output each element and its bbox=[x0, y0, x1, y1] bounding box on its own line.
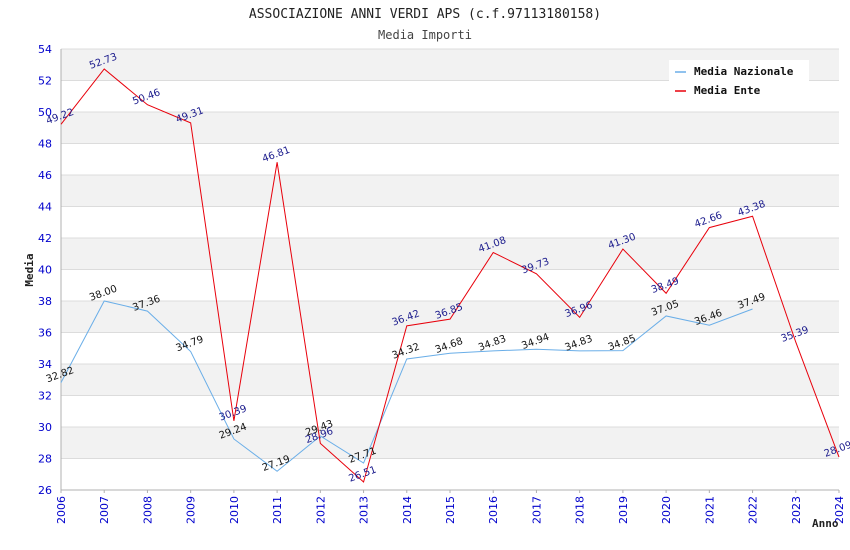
grid-band bbox=[61, 238, 839, 270]
x-tick-label: 2018 bbox=[574, 496, 587, 524]
chart-subtitle: Media Importi bbox=[378, 28, 472, 42]
y-tick-label: 28 bbox=[38, 453, 52, 466]
series-line-nazionale bbox=[60, 300, 753, 472]
series-lines bbox=[60, 68, 840, 483]
y-axis-ticks: 26 28 30 32 34 36 38 40 42 44 46 48 50 52 54 bbox=[38, 43, 52, 497]
y-tick-label: 46 bbox=[38, 169, 52, 182]
x-tick-label: 2014 bbox=[401, 496, 414, 524]
y-tick-label: 38 bbox=[38, 295, 52, 308]
x-tick-label: 2010 bbox=[228, 496, 241, 524]
grid-band bbox=[61, 364, 839, 396]
x-tick-label: 2019 bbox=[617, 496, 630, 524]
x-tick-label: 2022 bbox=[747, 496, 760, 524]
y-tick-label: 36 bbox=[38, 327, 52, 340]
y-tick-label: 44 bbox=[38, 201, 52, 214]
x-tick-label: 2020 bbox=[660, 496, 673, 524]
series-line-ente bbox=[60, 68, 840, 483]
y-tick-label: 50 bbox=[38, 106, 52, 119]
y-tick-label: 52 bbox=[38, 75, 52, 88]
x-tick-label: 2015 bbox=[444, 496, 457, 524]
x-axis-label: Anno bbox=[812, 517, 839, 530]
x-tick-label: 2024 bbox=[833, 496, 846, 524]
x-tick-label: 2016 bbox=[487, 496, 500, 524]
grid-band bbox=[61, 112, 839, 144]
x-tick-label: 2023 bbox=[790, 496, 803, 524]
grid-band bbox=[61, 143, 839, 175]
y-axis-label: Media bbox=[23, 253, 36, 286]
legend: Media Nazionale Media Ente bbox=[669, 60, 809, 101]
grid-band bbox=[61, 458, 839, 490]
grid-band bbox=[61, 206, 839, 238]
x-tick-label: 2021 bbox=[703, 496, 716, 524]
x-tick-label: 2006 bbox=[55, 496, 68, 524]
legend-label-ente: Media Ente bbox=[694, 84, 761, 97]
y-tick-label: 32 bbox=[38, 390, 52, 403]
grid-band bbox=[61, 269, 839, 301]
x-tick-label: 2011 bbox=[271, 496, 284, 524]
chart-title: ASSOCIAZIONE ANNI VERDI APS (c.f.9711318… bbox=[249, 7, 601, 22]
y-tick-label: 48 bbox=[38, 138, 52, 151]
x-tick-label: 2008 bbox=[141, 496, 154, 524]
grid-band bbox=[61, 332, 839, 364]
x-axis-ticks: 2006 2007 2008 2009 2010 2011 2012 2013 2014 2015… bbox=[55, 490, 846, 524]
plot-background bbox=[61, 49, 839, 490]
y-tick-label: 30 bbox=[38, 421, 52, 434]
y-tick-label: 34 bbox=[38, 358, 52, 371]
x-tick-label: 2013 bbox=[358, 496, 371, 524]
x-tick-label: 2007 bbox=[98, 496, 111, 524]
legend-label-nazionale: Media Nazionale bbox=[694, 65, 794, 78]
y-tick-label: 54 bbox=[38, 43, 52, 56]
grid-lines bbox=[60, 48, 839, 491]
y-tick-label: 26 bbox=[38, 484, 52, 497]
grid-band bbox=[61, 301, 839, 333]
grid-band bbox=[61, 427, 839, 459]
legend-box bbox=[669, 60, 809, 101]
x-tick-label: 2009 bbox=[185, 496, 198, 524]
x-tick-label: 2017 bbox=[530, 496, 543, 524]
y-tick-label: 40 bbox=[38, 264, 52, 277]
grid-band bbox=[61, 175, 839, 207]
y-tick-label: 42 bbox=[38, 232, 52, 245]
x-tick-label: 2012 bbox=[314, 496, 327, 524]
grid-band bbox=[61, 395, 839, 427]
